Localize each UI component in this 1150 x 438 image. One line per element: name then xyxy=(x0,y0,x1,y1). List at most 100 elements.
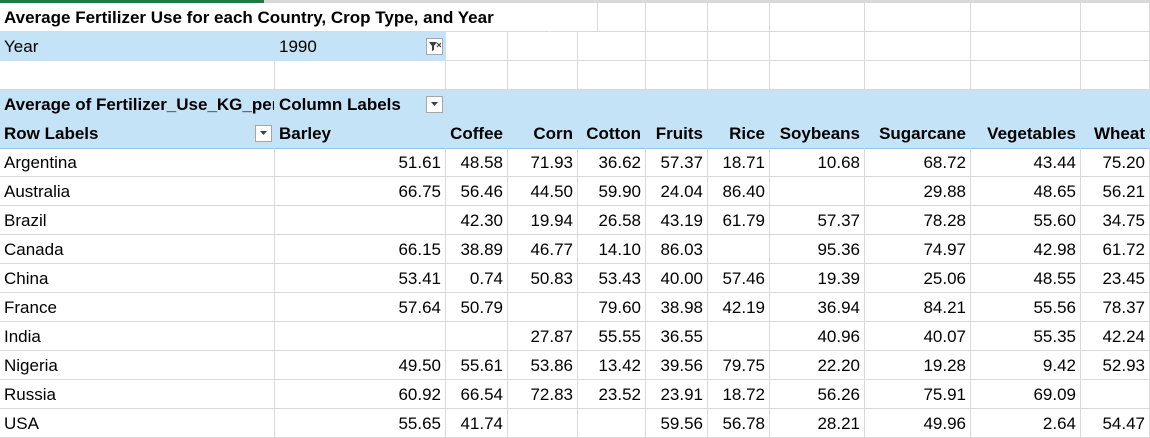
value-cell[interactable]: 71.93 xyxy=(508,148,578,177)
filter-label[interactable]: Year xyxy=(0,32,275,61)
value-cell[interactable]: 39.56 xyxy=(646,351,708,380)
cell[interactable] xyxy=(508,32,578,61)
value-cell[interactable]: 53.86 xyxy=(508,351,578,380)
value-cell[interactable]: 57.46 xyxy=(708,264,770,293)
value-cell[interactable]: 79.60 xyxy=(578,293,646,322)
value-cell[interactable]: 43.19 xyxy=(646,206,708,235)
value-cell[interactable]: 38.98 xyxy=(646,293,708,322)
value-cell[interactable]: 56.46 xyxy=(446,177,508,206)
column-labels-header[interactable]: Column Labels xyxy=(275,90,446,119)
value-cell[interactable] xyxy=(770,177,865,206)
cell[interactable] xyxy=(770,3,865,32)
value-cell[interactable]: 18.71 xyxy=(708,148,770,177)
cell[interactable] xyxy=(865,3,971,32)
column-header-vegetables[interactable]: Vegetables xyxy=(971,119,1081,148)
cell[interactable] xyxy=(646,3,708,32)
column-header-sugarcane[interactable]: Sugarcane xyxy=(865,119,971,148)
column-header-cotton[interactable]: Cotton xyxy=(578,119,646,148)
cell[interactable] xyxy=(578,32,646,61)
cell[interactable] xyxy=(646,61,708,90)
value-cell[interactable]: 55.56 xyxy=(971,293,1081,322)
value-cell[interactable]: 10.68 xyxy=(770,148,865,177)
value-cell[interactable]: 42.98 xyxy=(971,235,1081,264)
cell[interactable] xyxy=(275,61,446,90)
value-cell[interactable]: 68.72 xyxy=(865,148,971,177)
value-cell[interactable]: 56.21 xyxy=(1081,177,1150,206)
cell[interactable] xyxy=(708,61,770,90)
cell[interactable] xyxy=(971,3,1081,32)
value-cell[interactable]: 61.79 xyxy=(708,206,770,235)
column-header-soybeans[interactable]: Soybeans xyxy=(770,119,865,148)
value-cell[interactable]: 66.54 xyxy=(446,380,508,409)
value-cell[interactable]: 44.50 xyxy=(508,177,578,206)
value-cell[interactable] xyxy=(1081,380,1150,409)
cell[interactable] xyxy=(865,32,971,61)
value-cell[interactable]: 46.77 xyxy=(508,235,578,264)
value-cell[interactable]: 18.72 xyxy=(708,380,770,409)
value-cell[interactable]: 0.74 xyxy=(446,264,508,293)
value-cell[interactable]: 9.42 xyxy=(971,351,1081,380)
row-labels-header[interactable]: Row Labels xyxy=(0,119,275,148)
value-cell[interactable]: 42.19 xyxy=(708,293,770,322)
value-cell[interactable]: 66.15 xyxy=(275,235,446,264)
column-labels-dropdown-icon[interactable] xyxy=(426,96,443,113)
value-cell[interactable]: 59.90 xyxy=(578,177,646,206)
filter-applied-icon[interactable] xyxy=(426,38,443,55)
value-cell[interactable] xyxy=(708,235,770,264)
value-cell[interactable]: 40.96 xyxy=(770,322,865,351)
cell[interactable] xyxy=(971,61,1081,90)
row-label[interactable]: USA xyxy=(0,409,275,438)
row-label[interactable]: Canada xyxy=(0,235,275,264)
value-cell[interactable]: 41.74 xyxy=(446,409,508,438)
column-header-barley[interactable]: Barley xyxy=(275,119,446,148)
value-cell[interactable]: 86.03 xyxy=(646,235,708,264)
value-cell[interactable]: 84.21 xyxy=(865,293,971,322)
value-cell[interactable]: 42.24 xyxy=(1081,322,1150,351)
pivot-values-label[interactable]: Average of Fertilizer_Use_KG_per_HA xyxy=(0,90,275,119)
value-cell[interactable]: 75.91 xyxy=(865,380,971,409)
value-cell[interactable]: 22.20 xyxy=(770,351,865,380)
value-cell[interactable]: 60.92 xyxy=(275,380,446,409)
row-label[interactable]: France xyxy=(0,293,275,322)
value-cell[interactable]: 61.72 xyxy=(1081,235,1150,264)
value-cell[interactable]: 49.50 xyxy=(275,351,446,380)
value-cell[interactable]: 2.64 xyxy=(971,409,1081,438)
cell[interactable] xyxy=(578,61,646,90)
filter-value[interactable]: 1990 xyxy=(275,32,446,61)
value-cell[interactable]: 86.40 xyxy=(708,177,770,206)
value-cell[interactable]: 56.78 xyxy=(708,409,770,438)
cell[interactable] xyxy=(598,3,646,32)
value-cell[interactable]: 24.04 xyxy=(646,177,708,206)
cell[interactable] xyxy=(446,32,508,61)
row-label[interactable]: Brazil xyxy=(0,206,275,235)
value-cell[interactable]: 38.89 xyxy=(446,235,508,264)
value-cell[interactable]: 75.20 xyxy=(1081,148,1150,177)
cell[interactable] xyxy=(770,32,865,61)
value-cell[interactable]: 14.10 xyxy=(578,235,646,264)
value-cell[interactable]: 40.00 xyxy=(646,264,708,293)
value-cell[interactable]: 57.37 xyxy=(646,148,708,177)
row-label[interactable]: Argentina xyxy=(0,148,275,177)
value-cell[interactable]: 55.60 xyxy=(971,206,1081,235)
value-cell[interactable]: 23.91 xyxy=(646,380,708,409)
value-cell[interactable]: 40.07 xyxy=(865,322,971,351)
value-cell[interactable]: 55.65 xyxy=(275,409,446,438)
value-cell[interactable]: 19.28 xyxy=(865,351,971,380)
value-cell[interactable]: 23.45 xyxy=(1081,264,1150,293)
cell[interactable] xyxy=(1081,3,1150,32)
value-cell[interactable]: 48.58 xyxy=(446,148,508,177)
value-cell[interactable]: 42.30 xyxy=(446,206,508,235)
cell[interactable] xyxy=(865,61,971,90)
value-cell[interactable]: 53.41 xyxy=(275,264,446,293)
value-cell[interactable]: 69.09 xyxy=(971,380,1081,409)
row-label[interactable]: China xyxy=(0,264,275,293)
row-label[interactable]: Australia xyxy=(0,177,275,206)
value-cell[interactable]: 36.55 xyxy=(646,322,708,351)
value-cell[interactable]: 72.83 xyxy=(508,380,578,409)
cell[interactable] xyxy=(971,32,1081,61)
value-cell[interactable]: 52.93 xyxy=(1081,351,1150,380)
value-cell[interactable]: 57.64 xyxy=(275,293,446,322)
value-cell[interactable]: 74.97 xyxy=(865,235,971,264)
value-cell[interactable]: 55.55 xyxy=(578,322,646,351)
value-cell[interactable]: 79.75 xyxy=(708,351,770,380)
